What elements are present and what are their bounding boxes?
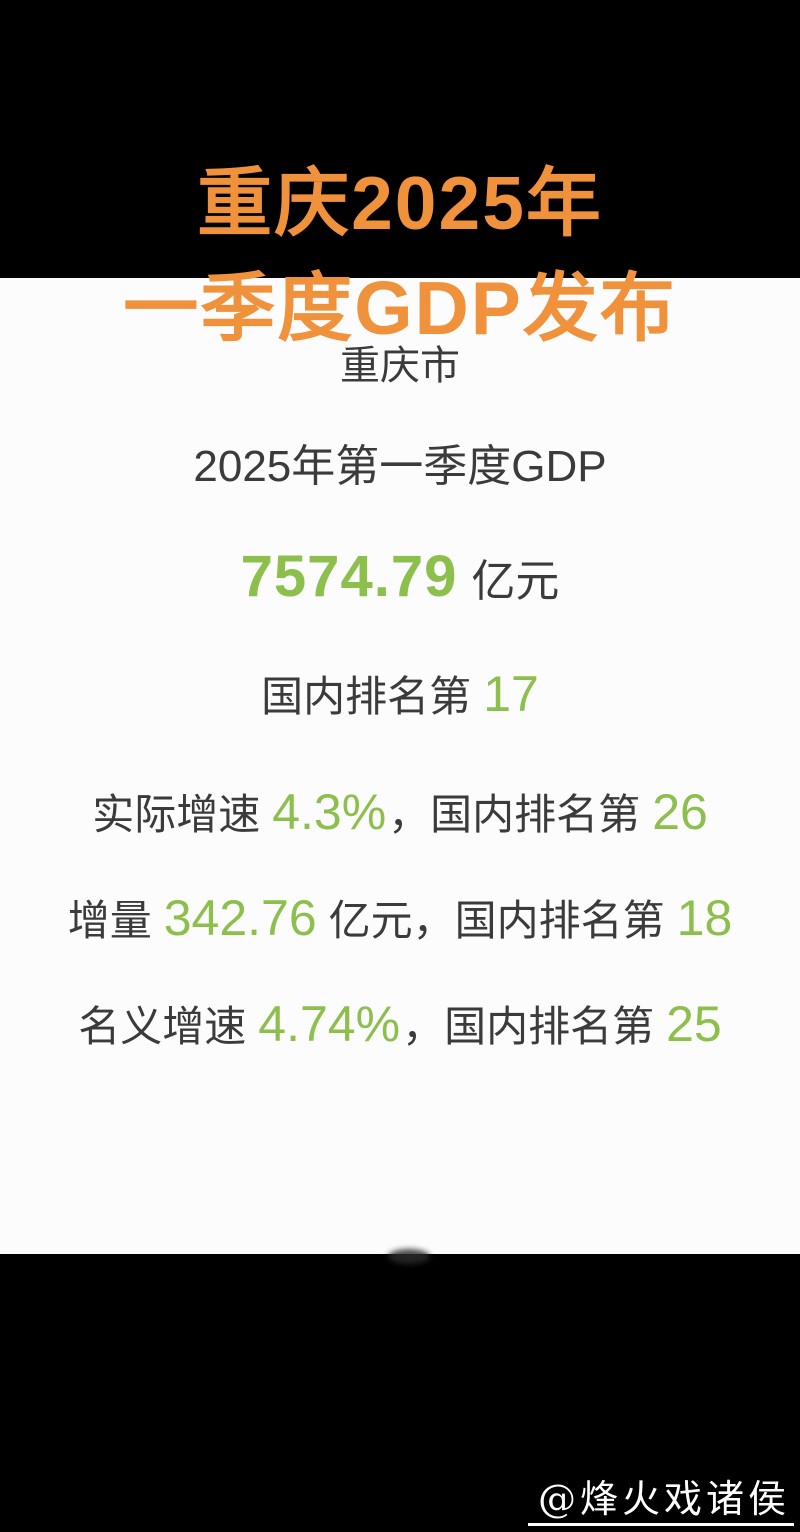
content-panel [0,278,800,1254]
gdp-subtitle: 2025年第一季度GDP [193,442,607,491]
real-growth-line: 实际增速 4.3%，国内排名第 26 [0,784,800,843]
real-growth-label: 实际增速 [92,791,261,838]
increment-rank-value: 18 [676,890,733,946]
gdp-unit: 亿元 [471,557,560,606]
increment-unit: 亿元 [328,897,413,944]
poster-title-line2: 一季度GDP发布 [123,266,677,350]
nominal-growth-rank-value: 25 [666,996,722,1052]
national-rank-label: 国内排名第 [261,673,472,720]
real-growth-rank-label: ，国内排名第 [388,791,641,838]
increment-rank-label: ，国内排名第 [412,897,665,944]
gdp-value-line: 7574.79 亿元 [0,545,800,614]
nominal-growth-line: 名义增速 4.74%，国内排名第 25 [0,996,800,1055]
real-growth-rank-value: 26 [652,784,708,840]
real-growth-value: 4.3% [272,784,387,840]
increment-label: 增量 [67,897,152,944]
national-rank-line: 国内排名第 17 [0,666,800,725]
gdp-value: 7574.79 [240,544,458,609]
region-name: 重庆市 [340,344,460,388]
nominal-growth-label: 名义增速 [78,1003,247,1050]
increment-value: 342.76 [163,890,317,946]
national-rank-value: 17 [483,666,539,722]
faint-logo-smudge [388,1249,430,1264]
poster-title-line1: 重庆2025年 [197,161,603,245]
nominal-growth-value: 4.74% [258,996,401,1052]
nominal-growth-rank-label: ，国内排名第 [402,1003,655,1050]
increment-line: 增量 342.76 亿元，国内排名第 18 [0,890,800,949]
author-watermark: @烽火戏诸侯 [527,1478,794,1526]
